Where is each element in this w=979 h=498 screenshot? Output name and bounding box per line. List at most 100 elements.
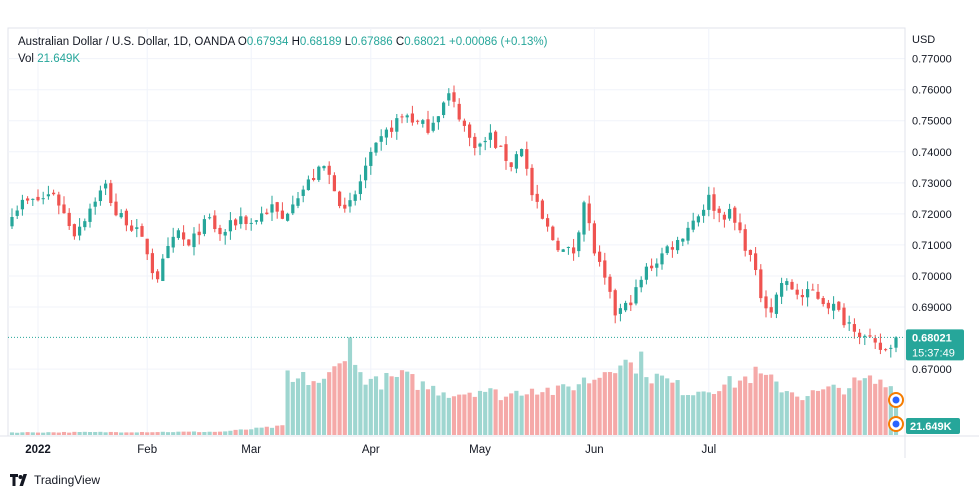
volume-bar: [171, 432, 176, 435]
candle-body: [395, 118, 399, 132]
volume-bar: [639, 351, 644, 435]
candle-body: [597, 251, 602, 262]
volume-bar: [545, 387, 550, 435]
volume-bar: [540, 392, 545, 435]
change-value: +0.00086 (+0.13%): [448, 36, 548, 48]
candle-body: [119, 213, 123, 218]
volume-bar: [711, 394, 717, 435]
candle-body: [67, 212, 71, 227]
candle-body: [639, 279, 643, 288]
volume-bar: [41, 432, 46, 435]
volume-bar: [77, 432, 82, 435]
candle-body: [306, 179, 311, 191]
candle-body: [384, 129, 389, 138]
tradingview-branding[interactable]: TradingView: [10, 470, 100, 490]
candle-body: [348, 200, 352, 207]
last-price-badge: [906, 329, 964, 361]
candle-body: [436, 116, 441, 123]
volume-bar: [363, 384, 368, 435]
volume-bar: [498, 400, 503, 435]
candle-body: [785, 281, 789, 285]
candle-body: [837, 301, 841, 310]
volume-bar: [379, 389, 384, 435]
candle-body: [519, 148, 524, 157]
volume-bar: [207, 431, 212, 435]
candle-body: [561, 249, 565, 252]
candle-body: [530, 167, 534, 196]
candle-body: [426, 119, 430, 133]
volume-bar: [295, 378, 301, 435]
volume-label[interactable]: Vol: [18, 53, 34, 65]
candle-body: [343, 204, 347, 209]
candle-body: [98, 190, 103, 202]
candle-body: [77, 226, 82, 236]
candle-body: [889, 347, 893, 349]
candle-body: [155, 271, 160, 280]
volume-bar: [800, 400, 805, 435]
candle-body: [374, 142, 378, 153]
volume-bar: [701, 391, 706, 435]
candle-body: [202, 219, 207, 234]
volume-bar: [30, 432, 35, 435]
candle-body: [675, 240, 680, 251]
volume-bar: [285, 370, 290, 435]
volume-bar: [113, 432, 119, 435]
candle-body: [816, 291, 820, 299]
candle-body: [176, 230, 181, 238]
candle-body: [712, 194, 716, 211]
volume-bar: [67, 432, 72, 435]
currency-label[interactable]: USD: [912, 34, 936, 46]
candle-body: [577, 232, 581, 252]
volume-bar: [337, 363, 342, 435]
volume-bar: [233, 429, 238, 435]
candle-body: [499, 145, 503, 147]
candle-body: [249, 222, 253, 224]
candle-body: [296, 198, 300, 206]
volume-bar: [87, 432, 93, 435]
last-price-value: 0.68021: [912, 332, 952, 344]
volume-bar: [826, 386, 831, 435]
candle-body: [457, 103, 461, 120]
volume-bar: [613, 373, 618, 435]
candle-body: [800, 294, 805, 298]
volume-bar: [212, 431, 217, 435]
volume-bar: [576, 384, 581, 435]
price-tick-label: 0.69000: [912, 302, 952, 314]
candle-body: [129, 225, 134, 231]
volume-bar: [228, 430, 233, 435]
candle-body: [31, 198, 35, 200]
symbol-title[interactable]: Australian Dollar / U.S. Dollar, 1D, OAN…: [18, 36, 235, 48]
candle-body: [166, 246, 170, 259]
volume-bar: [316, 382, 321, 435]
candle-body: [478, 143, 482, 147]
time-tick-label: 2022: [25, 444, 51, 456]
volume-bar: [275, 425, 280, 435]
time-tick-label: May: [469, 444, 491, 456]
volume-bar: [519, 395, 524, 435]
candle-body: [41, 198, 45, 200]
volume-bar: [888, 386, 893, 435]
low-value: 0.67886: [351, 36, 393, 48]
volume-bar: [597, 377, 602, 435]
volume-bar: [223, 431, 228, 435]
volume-bar: [327, 372, 332, 435]
tradingview-logo-icon: [10, 474, 27, 486]
legend-volume-row: Vol 21.649K: [18, 51, 547, 68]
volume-bar: [368, 378, 373, 435]
candle-body: [301, 189, 305, 196]
volume-bar: [150, 432, 155, 435]
candle-body: [239, 216, 243, 225]
candle-body: [774, 294, 779, 314]
candle-body: [894, 337, 898, 348]
candle-body: [322, 166, 326, 169]
volume-bar: [815, 390, 821, 435]
volume-bar: [550, 394, 555, 435]
volume-bar: [581, 377, 587, 435]
candle-body: [353, 194, 357, 201]
candle-body: [811, 289, 815, 291]
volume-bar: [675, 380, 680, 435]
candle-body: [389, 127, 394, 132]
volume-bar: [509, 393, 514, 435]
volume-bar: [259, 427, 264, 435]
